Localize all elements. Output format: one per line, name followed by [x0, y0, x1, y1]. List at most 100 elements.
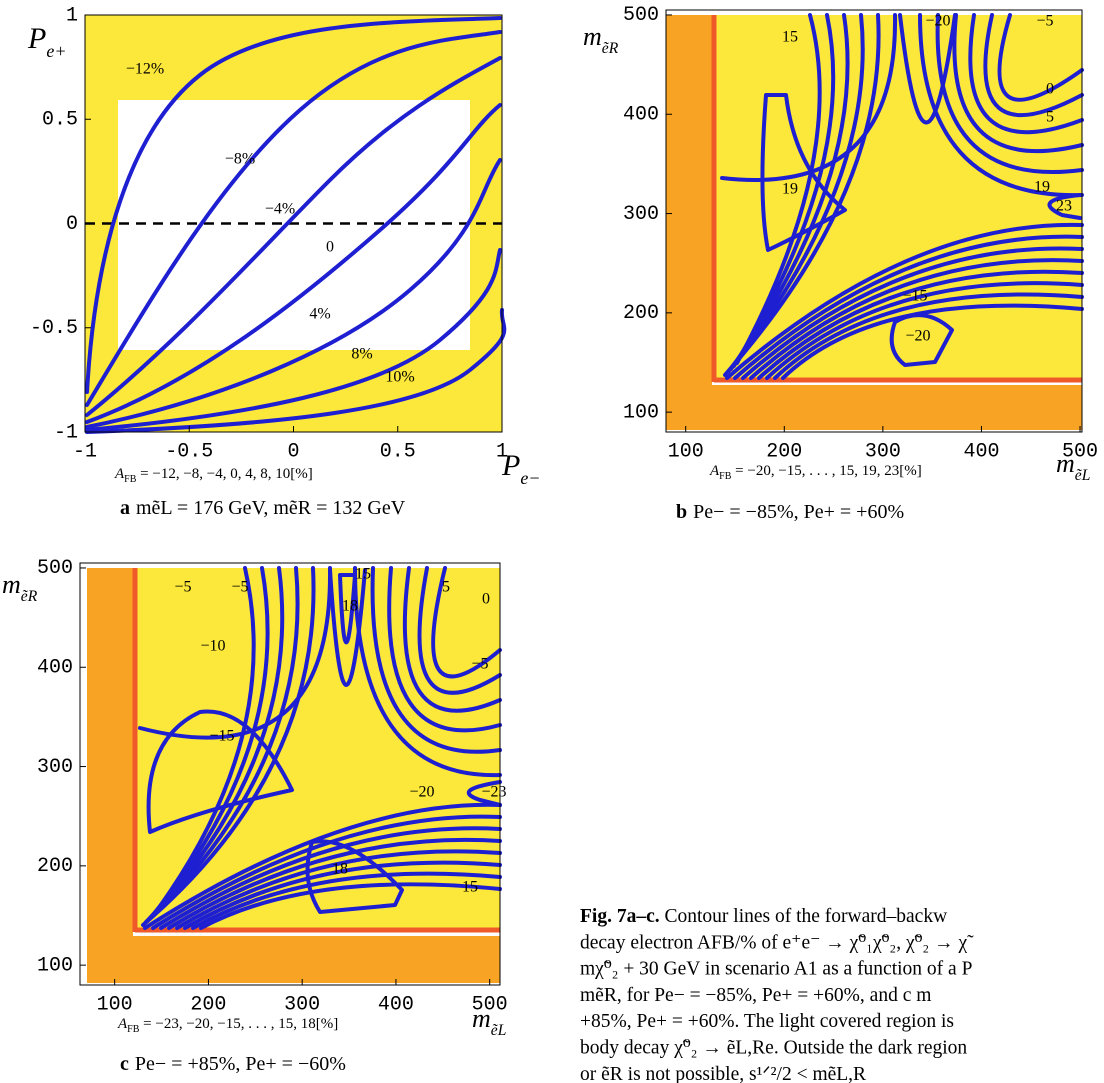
- panel-caption-label: b: [676, 501, 687, 523]
- x-axis-label-symbol: m: [1056, 449, 1075, 478]
- y-axis-label-subscript: ẽR: [602, 40, 619, 57]
- contour-values-text: = −20, −15, . . . , 15, 19, 23[%]: [731, 463, 921, 479]
- figure-caption-label: Fig. 7a–c.: [580, 906, 660, 927]
- contour-line: [85, 158, 502, 429]
- contour-line: [725, 222, 1084, 380]
- contour-line: [466, 780, 502, 807]
- panel-caption-text: Pe− = +85%, Pe+ = −60%: [135, 1053, 346, 1075]
- contour-label: 15: [782, 29, 798, 46]
- y-axis-label-symbol: m: [583, 22, 602, 51]
- x-tick-label: 500: [1062, 440, 1098, 463]
- contour-line: [720, 13, 898, 182]
- y-tick-label: 500: [37, 557, 73, 580]
- contour-line: [749, 258, 1084, 380]
- y-tick-label: 400: [37, 657, 73, 680]
- contour-label: −4%: [265, 201, 295, 218]
- contour-label: 18: [342, 598, 358, 615]
- x-tick-label: 400: [378, 993, 414, 1016]
- contour-line: [85, 248, 502, 432]
- y-axis-label-subscript: e+: [46, 41, 66, 61]
- dark-region: [666, 15, 712, 430]
- contour-values-symbol: A: [117, 1016, 128, 1032]
- dark-region: [87, 936, 500, 983]
- contour-values-subscript: FB: [127, 1024, 140, 1035]
- contour-line: [305, 839, 404, 914]
- y-axis-label-subscript: ẽR: [21, 588, 38, 605]
- contour-line: [968, 13, 1084, 135]
- figure-caption-line: body decay χ̃⁰₂ → ẽL,Re. Outside the dar…: [580, 1038, 967, 1059]
- contour-line: [138, 566, 333, 740]
- contour-label: 4%: [309, 306, 330, 323]
- contour-line: [765, 281, 1084, 380]
- contour-label: −15: [209, 728, 234, 745]
- contours: [79, 9, 1084, 986]
- y-tick-label: 200: [37, 855, 73, 878]
- contour-line: [733, 234, 1084, 380]
- contour-line: [898, 13, 957, 125]
- panel-caption-text: mẽL = 176 GeV, mẽR = 132 GeV: [136, 497, 406, 519]
- panel-caption: a mẽL = 176 GeV, mẽR = 132 GeV: [120, 497, 406, 519]
- x-axis-label-subscript: ẽL: [1075, 467, 1091, 484]
- contour-label: −23: [481, 784, 506, 801]
- contour-values: AFB = −20, −15, . . . , 15, 19, 23[%]: [709, 463, 922, 482]
- panel-caption-label: c: [120, 1053, 129, 1075]
- contour-label: 5: [442, 579, 450, 596]
- contour-line: [918, 13, 1084, 198]
- x-tick-label: 1: [496, 440, 508, 463]
- contour-label: 23: [1056, 198, 1072, 215]
- figure-caption-text: body decay χ̃⁰₂ → ẽL,Re. Outside the dar…: [580, 1038, 967, 1059]
- contour-line: [402, 566, 502, 713]
- contour-label: −20: [409, 784, 434, 801]
- y-axis-label-symbol: P: [27, 22, 46, 55]
- contour-line: [85, 30, 502, 407]
- y-tick-label: 0.5: [42, 109, 78, 132]
- contour-label: −20: [925, 13, 950, 30]
- contour-label: −5: [174, 579, 191, 596]
- x-tick-label: 200: [766, 440, 802, 463]
- figure-caption-line: decay electron AFB/% of e⁺e⁻ → χ̃⁰₁χ̃⁰₂,…: [580, 932, 974, 953]
- contour-label: 0: [482, 591, 490, 608]
- contour-line: [370, 566, 502, 754]
- contour-line: [143, 802, 502, 930]
- x-tick-label: 200: [190, 993, 226, 1016]
- contour-label: 8%: [351, 346, 372, 363]
- contour-label: 15: [355, 566, 371, 583]
- plot-frame: [79, 562, 501, 986]
- contour-line: [935, 13, 1084, 175]
- figure-caption-text: decay electron AFB/% of e⁺e⁻ → χ̃⁰₁χ̃⁰₂,…: [580, 932, 974, 953]
- contour-line: [735, 13, 822, 365]
- panel-caption: c Pe− = +85%, Pe+ = −60%: [120, 1053, 346, 1075]
- contour-line: [85, 16, 502, 394]
- figure-caption-line: or ẽR is not possible, s¹ᐟ²/2 < mẽL,R: [580, 1064, 866, 1083]
- contour-label: −8%: [225, 151, 255, 168]
- contour-values-subscript: FB: [719, 471, 732, 482]
- dark-region: [87, 568, 133, 983]
- y-tick-label: 200: [623, 302, 659, 325]
- contour-line: [85, 308, 507, 434]
- contour-line: [85, 103, 502, 424]
- y-tick-label: 0: [66, 213, 78, 236]
- figure-caption-line: mχ̃⁰₂ + 30 GeV in scenario A1 as a funct…: [580, 959, 973, 980]
- contour-line: [952, 13, 1084, 154]
- contour-values-symbol: A: [709, 463, 720, 479]
- contour-label: −12%: [126, 61, 164, 78]
- y-tick-label: -0.5: [30, 317, 78, 340]
- contour-label: 0: [326, 239, 334, 256]
- figure-caption-text: Contour lines of the forward–backw: [660, 906, 948, 927]
- contour-label: −5: [1036, 13, 1053, 30]
- dark-region: [666, 385, 1082, 430]
- backgrounds: [85, 15, 1082, 983]
- contour-line: [983, 13, 1084, 118]
- contour-line: [729, 13, 850, 371]
- contour-line: [151, 814, 502, 930]
- x-tick-label: 400: [963, 440, 999, 463]
- figure-caption-line: Fig. 7a–c. Contour lines of the forward–…: [580, 906, 947, 927]
- contour-line: [175, 849, 502, 930]
- x-tick-label: 0.5: [380, 440, 416, 463]
- contour-label: −10: [200, 638, 225, 655]
- contour-label: −20: [905, 328, 930, 345]
- y-axis-label: mẽR: [583, 22, 619, 57]
- contour-values-text: = −23, −20, −15, . . . , 15, 18[%]: [139, 1016, 338, 1032]
- figure-caption-text: or ẽR is not possible, s¹ᐟ²/2 < mẽL,R: [580, 1064, 866, 1083]
- x-axis-label-symbol: P: [501, 449, 520, 482]
